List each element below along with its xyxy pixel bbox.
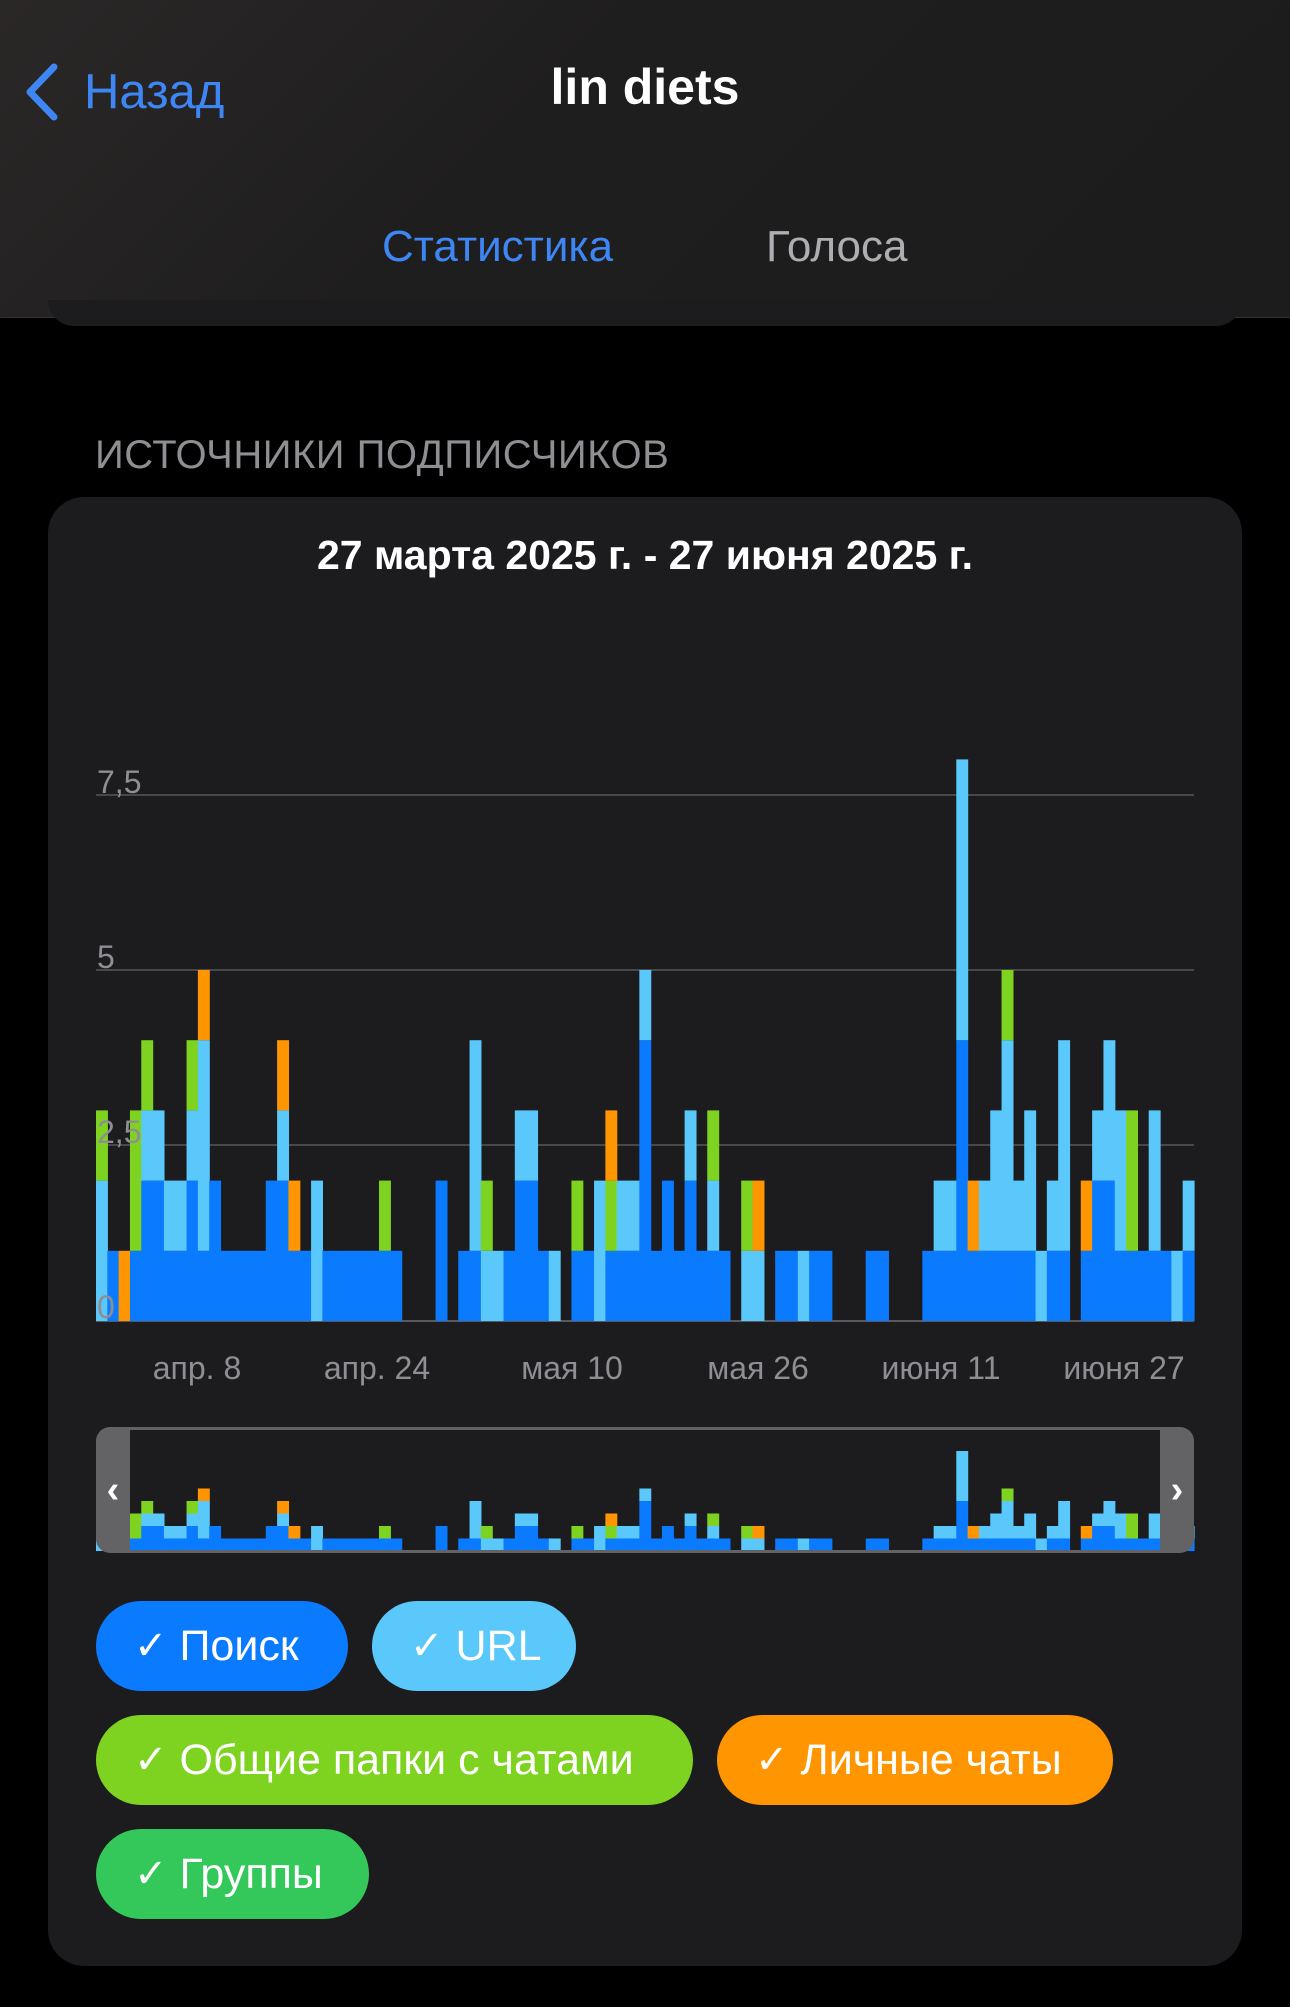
chevron-right-icon: ›	[1170, 1469, 1184, 1511]
tab-statistics[interactable]: Статистика	[382, 222, 614, 271]
range-handle-left[interactable]: ‹	[96, 1427, 130, 1553]
checkmark-icon: ✓	[134, 1624, 168, 1668]
filter-private-chats[interactable]: ✓ Личные чаты	[717, 1715, 1113, 1805]
filter-groups[interactable]: ✓ Группы	[96, 1829, 369, 1919]
previous-card-edge	[48, 300, 1242, 326]
checkmark-icon: ✓	[755, 1738, 789, 1782]
back-label: Назад	[84, 65, 225, 119]
filter-shared-folders[interactable]: ✓ Общие папки с чатами	[96, 1715, 693, 1805]
filter-label: Общие папки с чатами	[179, 1735, 634, 1784]
page-title: lin diets	[550, 59, 740, 115]
chevron-left-icon	[26, 63, 58, 121]
range-selector-window[interactable]	[130, 1427, 1160, 1553]
checkmark-icon: ✓	[410, 1624, 444, 1668]
checkmark-icon: ✓	[134, 1738, 168, 1782]
back-button[interactable]: Назад	[22, 52, 224, 132]
filter-label: Личные чаты	[800, 1735, 1062, 1784]
chart-date-range: 27 марта 2025 г. - 27 июня 2025 г.	[316, 532, 974, 578]
section-title: ИСТОЧНИКИ ПОДПИСЧИКОВ	[95, 433, 670, 477]
filter-label: Группы	[179, 1849, 323, 1898]
range-handle-right[interactable]: ›	[1160, 1427, 1194, 1553]
tab-voices[interactable]: Голоса	[766, 222, 908, 271]
filter-label: Поиск	[179, 1621, 299, 1670]
filter-search[interactable]: ✓ Поиск	[96, 1601, 348, 1691]
filter-url[interactable]: ✓ URL	[372, 1601, 576, 1691]
filter-label: URL	[455, 1621, 542, 1670]
chevron-left-icon: ‹	[106, 1469, 120, 1511]
checkmark-icon: ✓	[134, 1852, 168, 1896]
nav-header: Назад lin diets Статистика Голоса	[0, 0, 1290, 318]
